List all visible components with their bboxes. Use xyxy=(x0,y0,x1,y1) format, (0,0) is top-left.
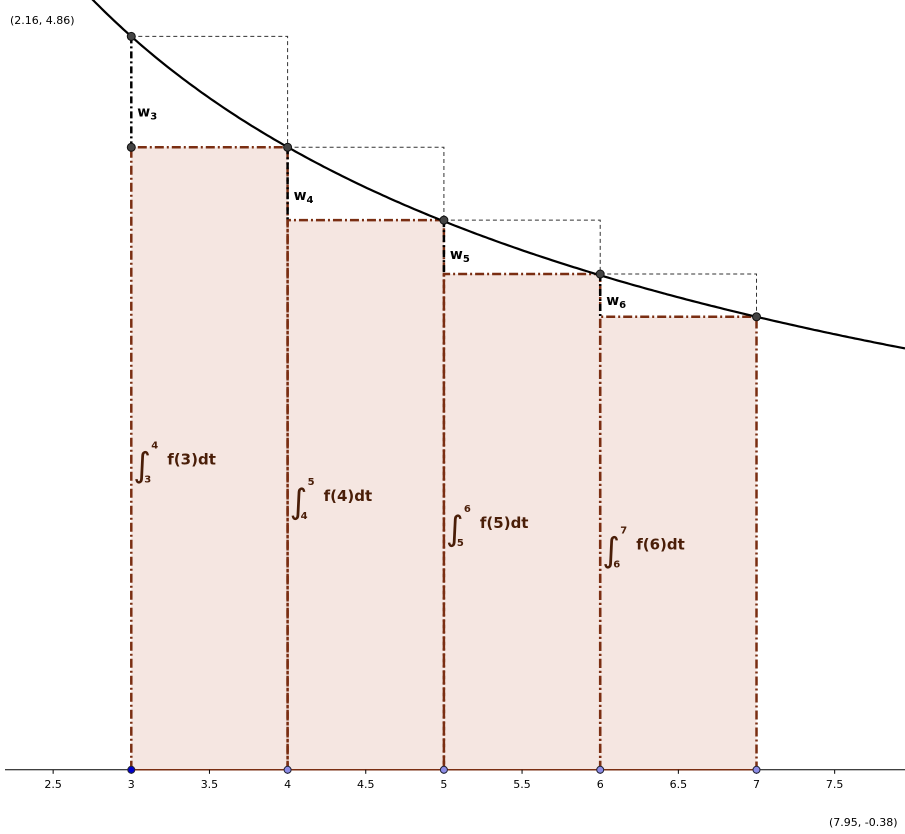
w-label-2: w5 xyxy=(450,247,470,265)
integral-body: f(6)dt xyxy=(636,535,685,553)
x-tick-label: 4.5 xyxy=(357,778,375,791)
integral-label-0: ∫ 4 3 f(3)dt xyxy=(133,441,216,486)
x-tick-label: 3 xyxy=(128,778,135,791)
axis-point-3[interactable] xyxy=(596,765,605,774)
rectangle-border-2 xyxy=(442,272,602,770)
integral-sign: ∫ xyxy=(133,446,151,486)
integral-sign: ∫ xyxy=(290,482,308,522)
upper-box-0 xyxy=(131,35,289,148)
integral-body: f(4)dt xyxy=(324,487,373,505)
upper-box-2 xyxy=(443,219,601,275)
integral-lower-limit: 4 xyxy=(301,511,308,522)
integral-upper-limit: 7 xyxy=(620,525,627,536)
x-tick-label: 5.5 xyxy=(513,778,531,791)
bottom-right-coordinate: (7.95, -0.38) xyxy=(829,816,898,829)
axis-point-4[interactable] xyxy=(752,765,761,774)
rectangle-fill-2 xyxy=(443,274,601,770)
w-label-3: w6 xyxy=(606,293,626,311)
integral-lower-limit: 3 xyxy=(144,475,151,486)
w-label-0: w3 xyxy=(137,104,157,122)
integral-body: f(3)dt xyxy=(167,451,216,469)
integral-upper-limit: 6 xyxy=(464,504,471,515)
x-tick-label: 2.5 xyxy=(44,778,62,791)
corner-point[interactable] xyxy=(126,142,136,152)
x-tick-label: 4 xyxy=(284,778,291,791)
upper-box-1 xyxy=(287,146,445,221)
integral-label-1: ∫ 5 4 f(4)dt xyxy=(290,477,373,522)
top-left-coordinate: (2.16, 4.86) xyxy=(10,14,75,27)
integral-body: f(5)dt xyxy=(480,514,529,532)
axis-point-0[interactable] xyxy=(127,765,136,774)
integral-lower-limit: 6 xyxy=(613,559,620,570)
curve-point-1[interactable] xyxy=(283,142,293,152)
x-tick-label: 3.5 xyxy=(201,778,219,791)
upper-box-3 xyxy=(600,273,758,317)
curve-point-4[interactable] xyxy=(752,312,762,322)
curve-point-3[interactable] xyxy=(595,269,605,279)
x-tick-label: 6 xyxy=(597,778,604,791)
integral-label-2: ∫ 6 5 f(5)dt xyxy=(446,504,529,549)
rectangle-fill-1 xyxy=(287,220,444,770)
rectangle-border-3 xyxy=(598,315,758,770)
integral-upper-limit: 5 xyxy=(308,477,315,488)
integral-sign: ∫ xyxy=(446,509,464,549)
axis-point-1[interactable] xyxy=(283,765,292,774)
integral-label-3: ∫ 7 6 f(6)dt xyxy=(602,525,685,570)
axis-point-2[interactable] xyxy=(439,765,448,774)
x-tick-label: 7.5 xyxy=(826,778,844,791)
integral-lower-limit: 5 xyxy=(457,538,464,549)
curve-point-2[interactable] xyxy=(439,215,449,225)
w-label-1: w4 xyxy=(294,188,314,206)
curve-point-0[interactable] xyxy=(126,31,136,41)
x-tick-label: 6.5 xyxy=(670,778,688,791)
rectangle-fill-0 xyxy=(131,147,288,770)
integral-sign: ∫ xyxy=(602,530,620,570)
x-tick-label: 5 xyxy=(440,778,447,791)
rectangle-fill-3 xyxy=(600,316,757,770)
x-tick-label: 7 xyxy=(753,778,760,791)
integral-upper-limit: 4 xyxy=(151,441,158,452)
rectangle-border-1 xyxy=(286,218,446,770)
function-curve[interactable] xyxy=(61,0,905,350)
